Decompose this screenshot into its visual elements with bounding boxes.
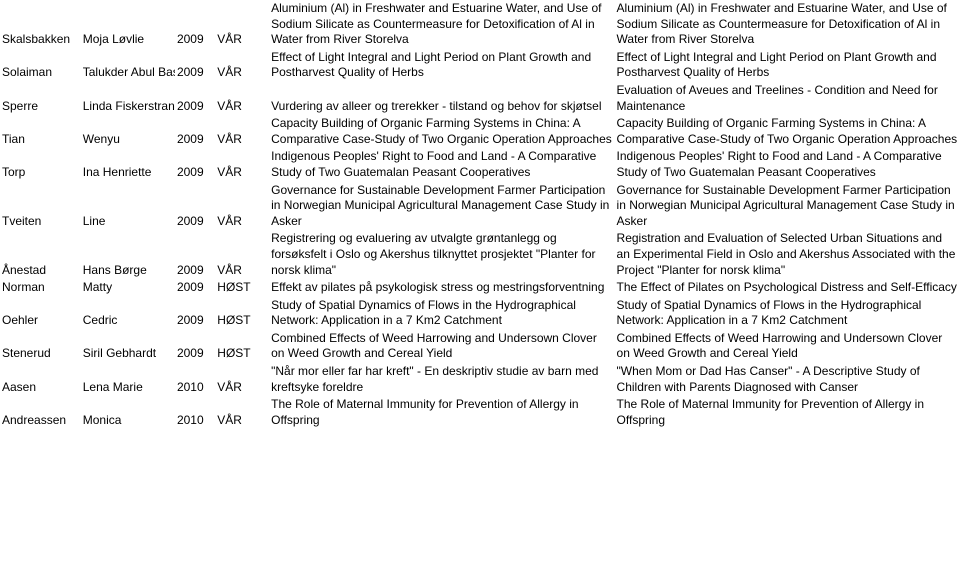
table-row: TveitenLine2009VÅRGovernance for Sustain… <box>0 182 960 231</box>
title-no-cell: "Når mor eller far har kreft" - En deskr… <box>269 363 614 396</box>
title-no-cell: Governance for Sustainable Development F… <box>269 182 614 231</box>
title-en-cell: Capacity Building of Organic Farming Sys… <box>615 115 960 148</box>
title-en-cell: Indigenous Peoples' Right to Food and La… <box>615 148 960 181</box>
table-row: AasenLena Marie2010VÅR"Når mor eller far… <box>0 363 960 396</box>
lastname-cell: Tveiten <box>0 182 81 231</box>
title-no-cell: Vurdering av alleer og trerekker - tilst… <box>269 82 614 115</box>
table-row: TianWenyu2009VÅRCapacity Building of Org… <box>0 115 960 148</box>
title-no-cell: The Role of Maternal Immunity for Preven… <box>269 396 614 429</box>
table-row: NormanMatty2009HØSTEffekt av pilates på … <box>0 279 960 297</box>
lastname-cell: Stenerud <box>0 330 81 363</box>
title-no-cell: Study of Spatial Dynamics of Flows in th… <box>269 297 614 330</box>
title-en-cell: "When Mom or Dad Has Canser" - A Descrip… <box>615 363 960 396</box>
term-cell: VÅR <box>215 396 269 429</box>
term-cell: VÅR <box>215 0 269 49</box>
lastname-cell: Sperre <box>0 82 81 115</box>
term-cell: VÅR <box>215 363 269 396</box>
firstname-cell: Lena Marie <box>81 363 175 396</box>
title-no-cell: Effekt av pilates på psykologisk stress … <box>269 279 614 297</box>
lastname-cell: Andreassen <box>0 396 81 429</box>
table-row: StenerudSiril Gebhardt2009HØSTCombined E… <box>0 330 960 363</box>
title-en-cell: Combined Effects of Weed Harrowing and U… <box>615 330 960 363</box>
year-cell: 2010 <box>175 363 215 396</box>
title-no-cell: Aluminium (Al) in Freshwater and Estuari… <box>269 0 614 49</box>
firstname-cell: Hans Børge <box>81 230 175 279</box>
term-cell: VÅR <box>215 148 269 181</box>
title-en-cell: Registration and Evaluation of Selected … <box>615 230 960 279</box>
title-no-cell: Effect of Light Integral and Light Perio… <box>269 49 614 82</box>
table-row: AndreassenMonica2010VÅRThe Role of Mater… <box>0 396 960 429</box>
firstname-cell: Linda Fiskerstrand <box>81 82 175 115</box>
firstname-cell: Matty <box>81 279 175 297</box>
title-en-cell: The Role of Maternal Immunity for Preven… <box>615 396 960 429</box>
firstname-cell: Ina Henriette <box>81 148 175 181</box>
year-cell: 2009 <box>175 297 215 330</box>
year-cell: 2010 <box>175 396 215 429</box>
term-cell: VÅR <box>215 230 269 279</box>
title-en-cell: Study of Spatial Dynamics of Flows in th… <box>615 297 960 330</box>
term-cell: VÅR <box>215 82 269 115</box>
lastname-cell: Oehler <box>0 297 81 330</box>
year-cell: 2009 <box>175 148 215 181</box>
title-no-cell: Registrering og evaluering av utvalgte g… <box>269 230 614 279</box>
lastname-cell: Aasen <box>0 363 81 396</box>
firstname-cell: Line <box>81 182 175 231</box>
term-cell: HØST <box>215 330 269 363</box>
lastname-cell: Torp <box>0 148 81 181</box>
term-cell: VÅR <box>215 182 269 231</box>
title-no-cell: Combined Effects of Weed Harrowing and U… <box>269 330 614 363</box>
year-cell: 2009 <box>175 330 215 363</box>
term-cell: VÅR <box>215 115 269 148</box>
thesis-table: SkalsbakkenMoja Løvlie2009VÅRAluminium (… <box>0 0 960 429</box>
lastname-cell: Skalsbakken <box>0 0 81 49</box>
table-row: SolaimanTalukder Abul Bashar M2009VÅREff… <box>0 49 960 82</box>
table-row: SkalsbakkenMoja Løvlie2009VÅRAluminium (… <box>0 0 960 49</box>
term-cell: HØST <box>215 279 269 297</box>
title-no-cell: Capacity Building of Organic Farming Sys… <box>269 115 614 148</box>
lastname-cell: Norman <box>0 279 81 297</box>
title-en-cell: Aluminium (Al) in Freshwater and Estuari… <box>615 0 960 49</box>
year-cell: 2009 <box>175 182 215 231</box>
year-cell: 2009 <box>175 279 215 297</box>
lastname-cell: Solaiman <box>0 49 81 82</box>
lastname-cell: Tian <box>0 115 81 148</box>
table-row: TorpIna Henriette2009VÅRIndigenous Peopl… <box>0 148 960 181</box>
year-cell: 2009 <box>175 115 215 148</box>
lastname-cell: Ånestad <box>0 230 81 279</box>
firstname-cell: Moja Løvlie <box>81 0 175 49</box>
title-en-cell: The Effect of Pilates on Psychological D… <box>615 279 960 297</box>
table-row: ÅnestadHans Børge2009VÅRRegistrering og … <box>0 230 960 279</box>
title-en-cell: Effect of Light Integral and Light Perio… <box>615 49 960 82</box>
table-row: OehlerCedric2009HØSTStudy of Spatial Dyn… <box>0 297 960 330</box>
title-en-cell: Evaluation of Aveues and Treelines - Con… <box>615 82 960 115</box>
year-cell: 2009 <box>175 0 215 49</box>
year-cell: 2009 <box>175 230 215 279</box>
firstname-cell: Monica <box>81 396 175 429</box>
term-cell: HØST <box>215 297 269 330</box>
firstname-cell: Cedric <box>81 297 175 330</box>
title-en-cell: Governance for Sustainable Development F… <box>615 182 960 231</box>
year-cell: 2009 <box>175 82 215 115</box>
table-row: SperreLinda Fiskerstrand2009VÅRVurdering… <box>0 82 960 115</box>
firstname-cell: Wenyu <box>81 115 175 148</box>
firstname-cell: Talukder Abul Bashar M <box>81 49 175 82</box>
title-no-cell: Indigenous Peoples' Right to Food and La… <box>269 148 614 181</box>
firstname-cell: Siril Gebhardt <box>81 330 175 363</box>
year-cell: 2009 <box>175 49 215 82</box>
term-cell: VÅR <box>215 49 269 82</box>
